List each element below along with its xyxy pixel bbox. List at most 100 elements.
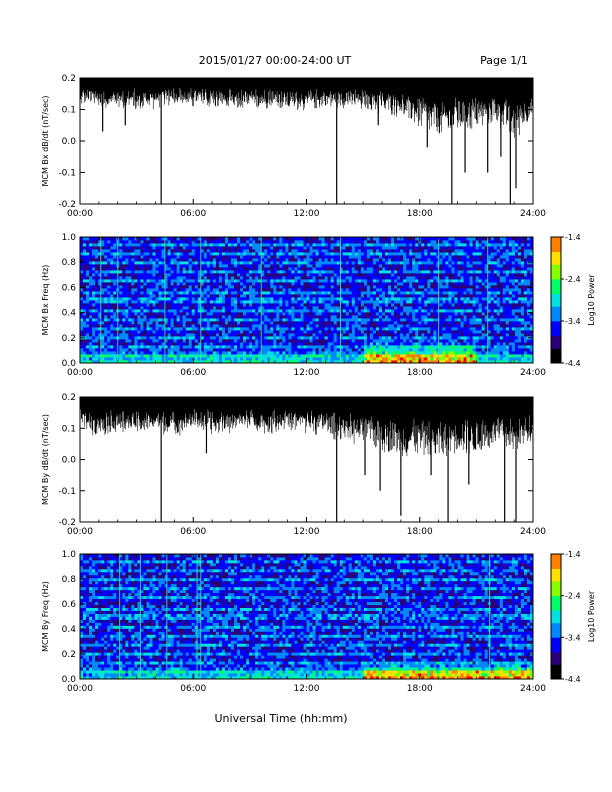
spectrogram-cell	[475, 288, 480, 292]
spectrogram-cell	[237, 288, 241, 292]
spectrogram-cell	[131, 291, 135, 295]
spectrogram-cell	[321, 294, 326, 298]
spectrogram-cell	[110, 300, 114, 304]
spectrogram-cell	[391, 306, 395, 310]
spectrogram-cell	[113, 360, 117, 364]
spectrogram-cell	[478, 300, 483, 304]
spectrogram-cell	[508, 270, 513, 274]
spectrogram-cell	[394, 354, 398, 358]
spectrogram-cell	[439, 306, 443, 310]
spectrogram-cell	[478, 342, 483, 346]
spectrogram-cell	[472, 354, 477, 358]
spectrogram-cell	[391, 285, 395, 289]
spectrogram-cell	[300, 282, 304, 286]
spectrogram-cell	[400, 333, 404, 337]
spectrogram-cell	[369, 342, 374, 346]
spectrogram-cell	[415, 318, 419, 322]
spectrogram-cell	[499, 309, 504, 313]
spectrogram-cell	[237, 300, 241, 304]
spectrogram-cell	[185, 279, 190, 283]
spectrogram-cell	[487, 348, 492, 352]
spectrogram-cell	[224, 264, 229, 268]
spectrogram-cell	[418, 354, 422, 358]
spectrogram-cell	[478, 348, 483, 352]
spectrogram-cell	[496, 285, 501, 289]
spectrogram-cell	[397, 285, 401, 289]
spectrogram-cell	[375, 300, 380, 304]
spectrogram-cell	[490, 315, 495, 319]
spectrogram-cell	[89, 267, 93, 271]
spectrogram-cell	[164, 297, 168, 301]
spectrogram-cell	[218, 315, 223, 319]
spectrogram-cell	[424, 327, 428, 331]
spectrogram-cell	[209, 318, 214, 322]
spectrogram-cell	[234, 357, 238, 361]
spectrogram-cell	[282, 297, 286, 301]
spectrogram-cell	[215, 348, 220, 352]
spectrogram-cell	[134, 357, 138, 361]
spectrogram-cell	[173, 348, 178, 352]
spectrogram-cell	[448, 279, 452, 283]
spectrogram-cell	[179, 282, 184, 286]
spectrogram-cell	[394, 357, 398, 361]
spectrogram-cell	[442, 342, 446, 346]
spectrogram-cell	[125, 285, 129, 289]
spectrogram-cell	[297, 324, 301, 328]
spectrogram-cell	[514, 270, 519, 274]
spectrogram-cell	[152, 297, 156, 301]
spectrogram-cell	[523, 306, 528, 310]
spectrogram-cell	[451, 342, 455, 346]
spectrogram-cell	[122, 306, 126, 310]
spectrogram-cell	[258, 348, 262, 352]
spectrogram-cell	[158, 267, 162, 271]
spectrogram-cell	[125, 294, 129, 298]
spectrogram-cell	[430, 303, 434, 307]
spectrogram-cell	[336, 351, 341, 355]
spectrogram-cell	[179, 291, 184, 295]
spectrogram-cell	[388, 324, 392, 328]
spectrogram-cell	[312, 291, 316, 295]
spectrogram-cell	[155, 360, 159, 364]
spectrogram-cell	[508, 351, 513, 355]
spectrogram-cell	[529, 270, 534, 274]
spectrogram-cell	[448, 348, 452, 352]
spectrogram-cell	[134, 339, 138, 343]
spectrogram-cell	[104, 306, 108, 310]
spectrogram-cell	[209, 324, 214, 328]
spectrogram-cell	[445, 360, 449, 364]
spectrogram-cell	[339, 321, 344, 325]
spectrogram-cell	[164, 285, 168, 289]
spectrogram-cell	[466, 270, 470, 274]
spectrogram-cell	[451, 318, 455, 322]
spectrogram-cell	[191, 330, 196, 334]
spectrogram-cell	[234, 294, 238, 298]
spectrogram-cell	[98, 294, 102, 298]
spectrogram-cell	[86, 357, 90, 361]
spectrogram-cell	[357, 309, 362, 313]
spectrogram-cell	[231, 300, 235, 304]
spectrogram-cell	[375, 315, 380, 319]
spectrogram-cell	[375, 270, 380, 274]
spectrogram-cell	[128, 342, 132, 346]
spectrogram-cell	[221, 324, 226, 328]
spectrogram-cell	[143, 327, 147, 331]
spectrogram-cell	[89, 285, 93, 289]
spectrogram-cell	[436, 309, 440, 313]
spectrogram-cell	[294, 312, 298, 316]
spectrogram-cell	[270, 324, 274, 328]
spectrogram-cell	[291, 339, 295, 343]
spectrogram-cell	[276, 354, 280, 358]
spectrogram-cell	[270, 351, 274, 355]
spectrogram-cell	[137, 306, 141, 310]
spectrogram-cell	[360, 276, 365, 280]
spectrogram-cell	[197, 357, 202, 361]
spectrogram-cell	[369, 339, 374, 343]
spectrogram-cell	[158, 312, 162, 316]
spectrogram-cell	[378, 276, 383, 280]
spectrogram-cell	[403, 330, 407, 334]
spectrogram-cell	[164, 339, 168, 343]
spectrogram-cell	[366, 345, 371, 349]
spectrogram-cell	[382, 342, 386, 346]
spectrogram-cell	[496, 309, 501, 313]
spectrogram-cell	[221, 294, 226, 298]
